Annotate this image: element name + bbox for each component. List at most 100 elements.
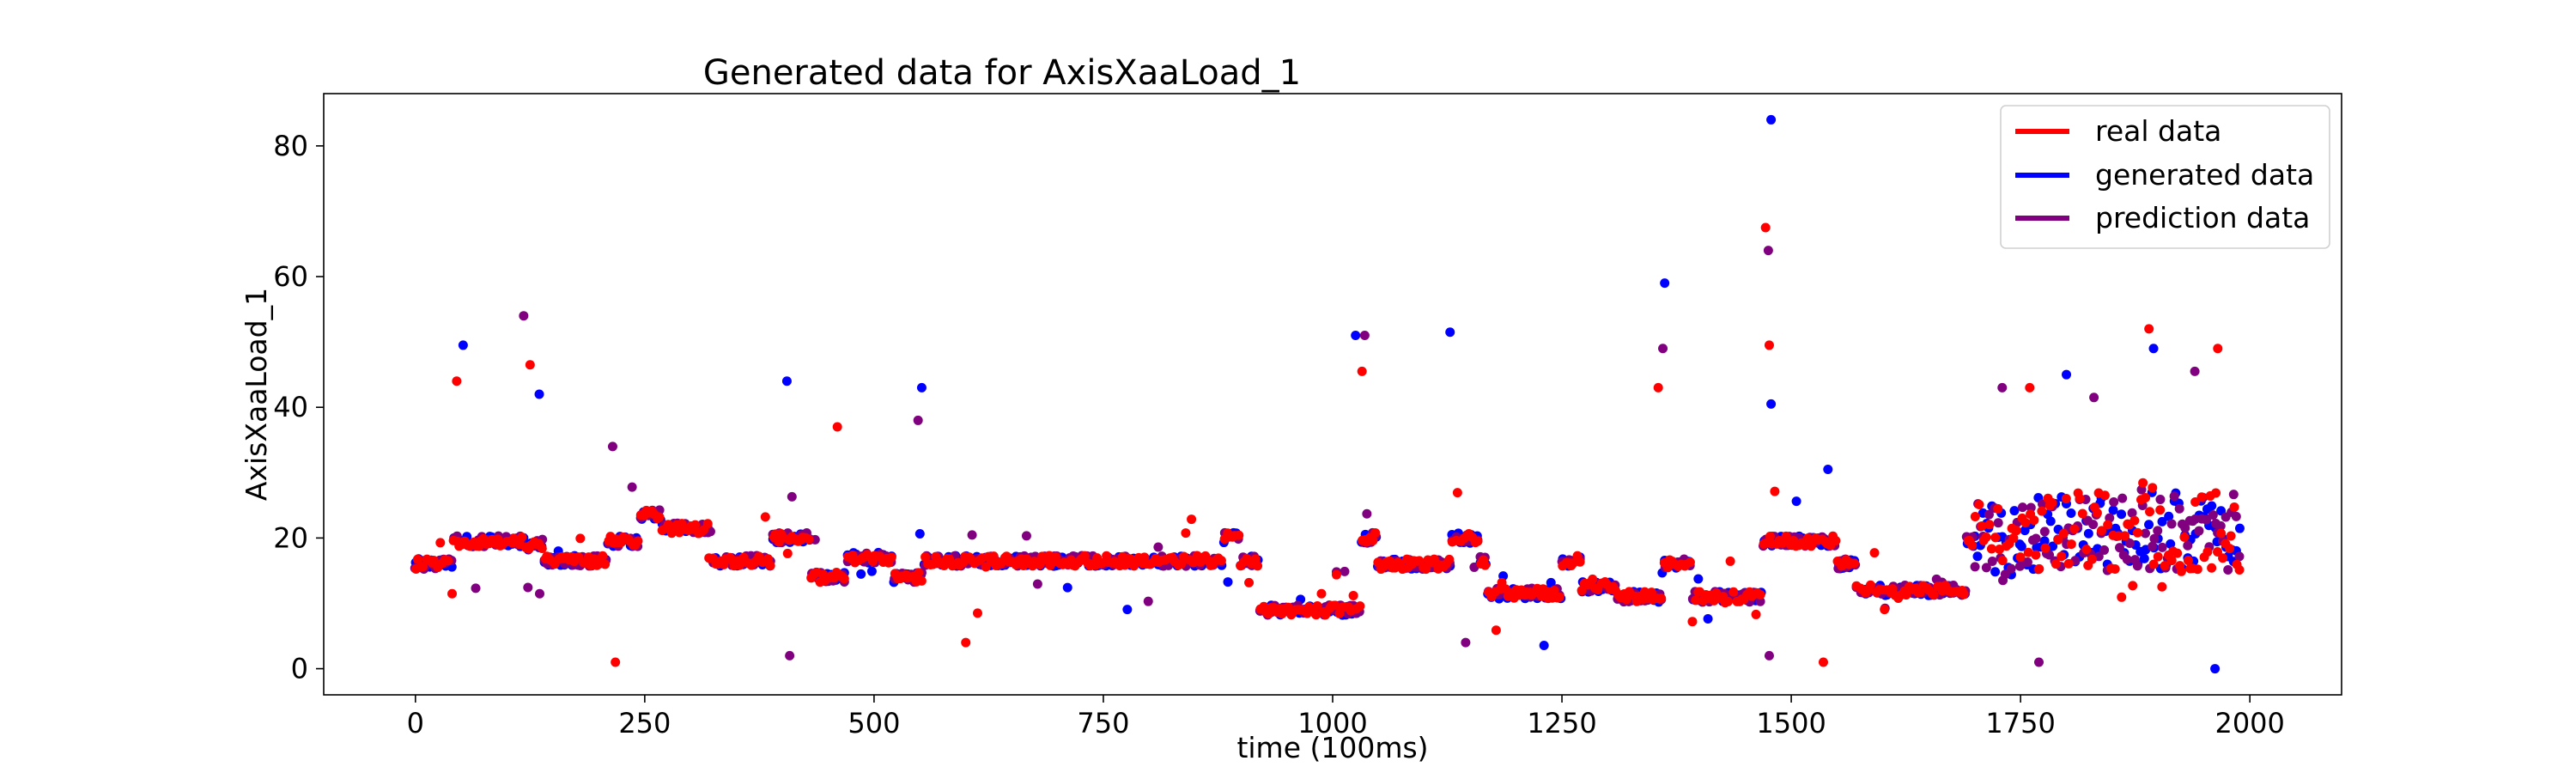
generated-data-point (458, 340, 468, 350)
real-data-point (1321, 610, 1331, 620)
real-data-point (1577, 586, 1587, 596)
prediction-data-point (2031, 533, 2041, 544)
generated-data-point (1823, 465, 1833, 474)
generated-data-point (916, 382, 927, 393)
real-data-point (2034, 563, 2044, 574)
real-data-point (1355, 601, 1365, 612)
real-data-point (1850, 558, 1860, 569)
generated-data-point (1703, 613, 1713, 624)
generated-data-point (866, 566, 877, 576)
real-data-point (2129, 515, 2140, 526)
prediction-data-point (607, 441, 617, 452)
prediction-data-point (2149, 533, 2160, 544)
prediction-data-point (2208, 510, 2218, 520)
prediction-data-point (2089, 393, 2099, 403)
real-data-point (2172, 548, 2183, 558)
real-data-point (2092, 508, 2102, 518)
real-data-point (1181, 528, 1191, 539)
real-data-point (2202, 547, 2213, 557)
generated-data-point (2210, 664, 2221, 674)
real-data-point (916, 575, 927, 586)
generated-data-point (2139, 553, 2149, 563)
prediction-data-point (2166, 519, 2177, 529)
prediction-data-point (2215, 520, 2226, 531)
real-data-point (1685, 557, 1695, 568)
real-data-point (600, 559, 611, 569)
real-data-point (1687, 617, 1698, 627)
prediction-data-point (1763, 246, 1773, 256)
real-data-point (452, 376, 462, 386)
prediction-data-point (1362, 508, 1372, 519)
real-data-point (1755, 590, 1765, 600)
real-data-point (598, 551, 608, 561)
real-data-point (2110, 564, 2120, 575)
prediction-data-point (1987, 557, 1997, 567)
legend: real data generated data prediction data (2000, 105, 2330, 249)
real-data-point (2023, 547, 2033, 557)
real-data-point (1765, 532, 1775, 542)
prediction-data-point (2148, 541, 2158, 551)
real-data-point (2031, 550, 2041, 560)
real-data-point (2234, 565, 2245, 575)
prediction-data-point (2114, 543, 2124, 553)
generated-data-point (2144, 520, 2154, 530)
real-data-point (1725, 556, 1735, 566)
x-tick-label: 750 (1077, 707, 1129, 740)
prediction-data-point (523, 582, 533, 593)
plot-points (410, 114, 2245, 674)
x-axis-title: time (100ms) (1236, 731, 1428, 764)
prediction-data-point (2017, 502, 2027, 513)
real-data-point (1986, 544, 1996, 554)
real-data-point (2011, 526, 2021, 536)
real-data-point (2218, 553, 2228, 563)
prediction-data-point (1993, 518, 2003, 528)
generated-data-point (2108, 505, 2118, 515)
real-data-point (1770, 486, 1780, 496)
generated-data-point (1062, 582, 1072, 593)
real-data-point (2015, 552, 2026, 563)
real-data-point (1575, 557, 1585, 567)
prediction-data-point (2124, 538, 2135, 548)
real-data-point (1760, 222, 1771, 233)
real-data-point (1588, 574, 1598, 584)
prediction-data-point (2155, 495, 2166, 505)
generated-data-point (1445, 327, 1455, 338)
real-data-point (1234, 530, 1244, 540)
real-data-point (2008, 533, 2019, 543)
prediction-data-point (2109, 497, 2119, 508)
real-data-point (2063, 558, 2074, 569)
generated-data-point (1351, 331, 1361, 341)
real-data-point (2096, 526, 2106, 536)
real-data-point (2057, 551, 2067, 562)
legend-label-generated: generated data (2095, 158, 2314, 192)
prediction-data-point (2034, 657, 2044, 667)
y-ticks: 0 20 40 60 80 (273, 130, 324, 685)
prediction-data-point (1970, 562, 1980, 572)
x-tick-label: 0 (407, 707, 424, 740)
real-data-point (1554, 592, 1564, 602)
real-data-point (2179, 532, 2190, 542)
real-data-point (2153, 551, 2163, 562)
generated-data-point (1990, 567, 2001, 577)
real-data-point (1549, 585, 1559, 595)
generated-data-point (2039, 536, 2050, 546)
generated-data-point (2234, 523, 2245, 533)
real-data-point (839, 574, 849, 584)
real-data-point (1880, 605, 1890, 615)
real-data-point (1079, 551, 1090, 561)
real-data-point (1977, 520, 1987, 531)
x-tick-label: 500 (848, 707, 900, 740)
generated-data-point (2083, 528, 2093, 539)
prediction-data-point (2022, 557, 2032, 568)
prediction-data-point (2099, 545, 2110, 555)
prediction-data-point (1997, 382, 2008, 393)
generated-data-point (781, 376, 792, 386)
x-tick-label: 1750 (1985, 707, 2055, 740)
y-tick-label: 80 (273, 130, 308, 162)
real-data-point (702, 519, 713, 529)
real-data-point (1990, 533, 2001, 543)
real-data-point (973, 608, 983, 618)
generated-data-point (534, 389, 544, 399)
real-data-point (1188, 557, 1199, 568)
